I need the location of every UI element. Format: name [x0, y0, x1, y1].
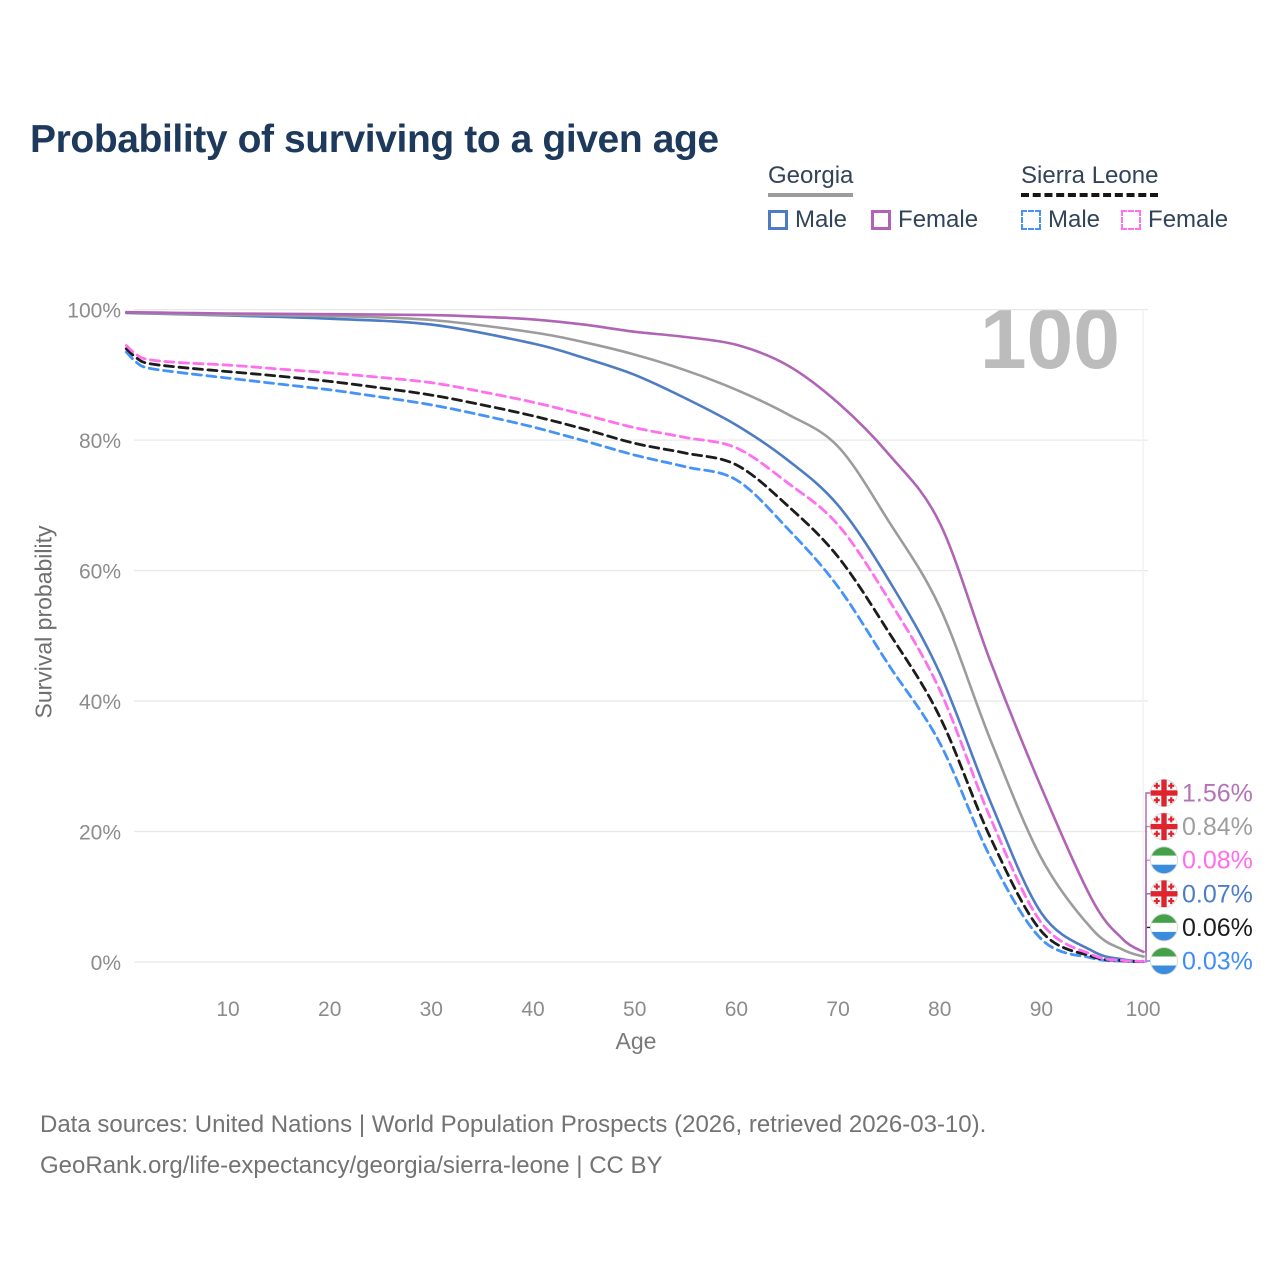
x-tick-50: 50 [623, 998, 646, 1021]
legend-group-georgia: Georgia Male Female [768, 162, 978, 234]
footer-data-sources: Data sources: United Nations | World Pop… [40, 1111, 987, 1138]
footer-attribution-link: GeoRank.org/life-expectancy/georgia/sier… [40, 1152, 663, 1179]
x-tick-40: 40 [521, 998, 544, 1021]
footer: Data sources: United Nations | World Pop… [40, 1104, 986, 1186]
legend-item-sierra-leone-female[interactable]: Female [1121, 206, 1228, 234]
x-tick-90: 90 [1030, 998, 1053, 1021]
legend-item-sierra-leone-male[interactable]: Male [1021, 206, 1100, 234]
georgia-flag-icon [1150, 812, 1178, 841]
x-tick-60: 60 [725, 998, 748, 1021]
x-tick-20: 20 [318, 998, 341, 1021]
legend-group-sierra-leone: Sierra Leone Male Female [1021, 162, 1228, 234]
end-label-sierra-leone-female[interactable]: 0.08% [1182, 847, 1253, 875]
sierra-leone-flag-icon [1150, 846, 1178, 875]
series-line-georgia-total[interactable] [125, 310, 1145, 958]
georgia-female-swatch-icon [871, 210, 892, 230]
legend-label-georgia-female: Female [898, 206, 979, 233]
legend-country-georgia[interactable]: Georgia [768, 162, 854, 197]
end-label-georgia-female[interactable]: 1.56% [1182, 780, 1253, 808]
y-tick-40: 40% [79, 691, 121, 714]
legend-label-sierra-leone-female: Female [1148, 206, 1229, 233]
legend-item-georgia-female[interactable]: Female [871, 206, 978, 234]
series-line-georgia-female[interactable] [125, 310, 1145, 954]
sierra-leone-female-swatch-icon [1121, 210, 1142, 230]
x-tick-30: 30 [420, 998, 443, 1021]
sierra-leone-flag-icon [1150, 947, 1178, 975]
y-axis-title: Survival probability [30, 525, 57, 719]
y-tick-0: 0% [91, 952, 121, 975]
series-line-georgia-male[interactable] [125, 311, 1145, 963]
legend-label-sierra-leone-male: Male [1048, 206, 1101, 233]
x-axis-title: Age [615, 1028, 657, 1054]
series-line-sierra-leone-total[interactable] [124, 347, 1145, 963]
legend-label-georgia-male: Male [795, 206, 848, 233]
sierra-leone-flag-icon [1150, 913, 1178, 942]
x-tick-70: 70 [826, 998, 849, 1021]
age-counter-watermark: 100 [979, 292, 1120, 386]
end-label-georgia-total[interactable]: 0.84% [1182, 813, 1253, 841]
sierra-leone-male-swatch-icon [1021, 210, 1041, 230]
georgia-flag-icon [1150, 879, 1178, 908]
georgia-flag-icon [1150, 779, 1178, 807]
x-tick-80: 80 [928, 998, 951, 1021]
end-label-georgia-male[interactable]: 0.07% [1182, 880, 1253, 908]
series-line-sierra-leone-male[interactable] [124, 350, 1145, 964]
y-tick-100: 100% [67, 300, 121, 323]
leader-line-georgia-female [1143, 792, 1150, 953]
end-label-sierra-leone-total[interactable]: 0.06% [1182, 914, 1253, 942]
x-tick-10: 10 [216, 998, 239, 1021]
y-tick-80: 80% [79, 430, 121, 453]
end-label-sierra-leone-male[interactable]: 0.03% [1182, 948, 1253, 976]
georgia-male-swatch-icon [768, 210, 788, 230]
x-tick-100: 100 [1126, 998, 1161, 1021]
y-tick-20: 20% [79, 822, 121, 845]
y-tick-60: 60% [79, 561, 121, 584]
legend-item-georgia-male[interactable]: Male [768, 206, 847, 234]
series-line-sierra-leone-female[interactable] [124, 344, 1145, 963]
legend-country-sierra-leone[interactable]: Sierra Leone [1021, 162, 1159, 197]
page-title: Probability of surviving to a given age [30, 118, 719, 162]
